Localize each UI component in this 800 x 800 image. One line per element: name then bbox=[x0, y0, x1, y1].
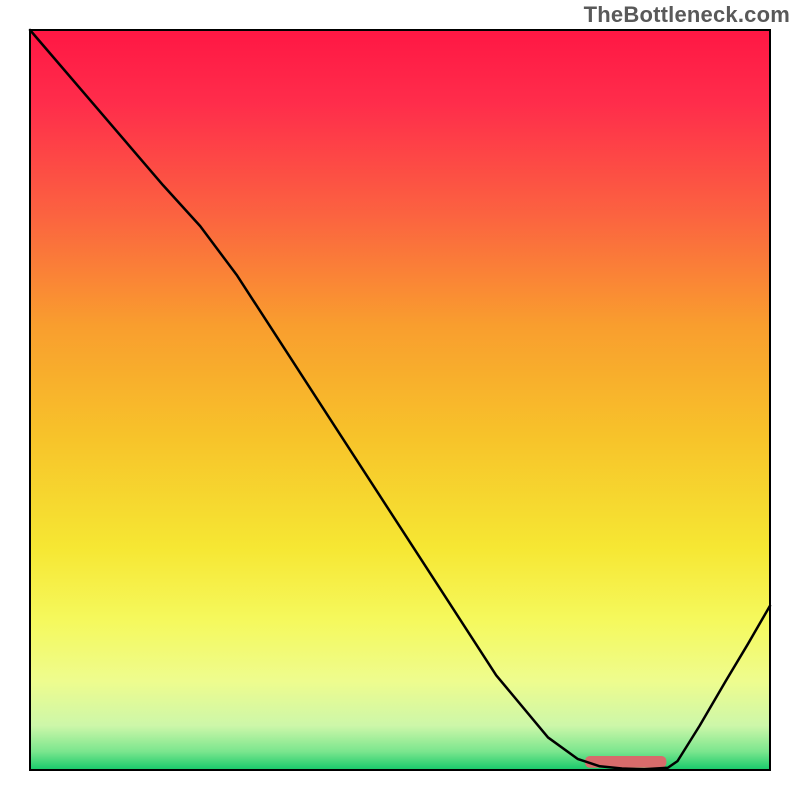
chart-container: TheBottleneck.com bbox=[0, 0, 800, 800]
bottleneck-chart bbox=[0, 0, 800, 800]
plot-background bbox=[30, 30, 770, 770]
